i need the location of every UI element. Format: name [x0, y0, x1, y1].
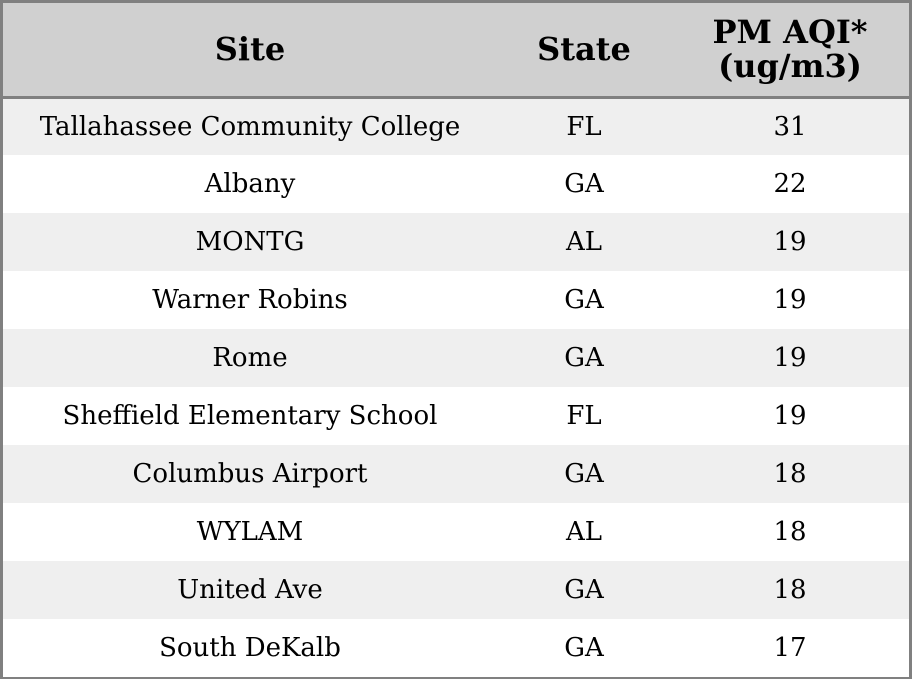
table-header: Site State PM AQI* (ug/m3) — [3, 3, 909, 99]
cell-site: MONTG — [195, 227, 305, 257]
cell-aqi: 17 — [773, 633, 807, 663]
cell-state: GA — [564, 169, 604, 199]
table-row: United Ave GA 18 — [3, 561, 909, 619]
cell-aqi: 19 — [773, 285, 807, 315]
cell-aqi: 19 — [773, 227, 807, 257]
aqi-table: Site State PM AQI* (ug/m3) Tallahassee C… — [3, 3, 909, 677]
table-row: MONTG AL 19 — [3, 213, 909, 271]
header-aqi-line2: (ug/m3) — [718, 47, 862, 86]
table-row: Tallahassee Community College FL 31 — [3, 97, 909, 155]
cell-site: Columbus Airport — [132, 459, 368, 489]
cell-aqi: 19 — [773, 401, 807, 431]
cell-state: AL — [565, 517, 603, 547]
cell-aqi: 19 — [773, 343, 807, 373]
cell-site: Warner Robins — [152, 285, 348, 315]
cell-aqi: 18 — [773, 459, 807, 489]
cell-site: Rome — [212, 343, 288, 373]
cell-state: GA — [564, 285, 604, 315]
cell-state: FL — [566, 111, 602, 142]
table-row: Warner Robins GA 19 — [3, 271, 909, 329]
table-row: Sheffield Elementary School FL 19 — [3, 387, 909, 445]
cell-state: GA — [564, 343, 604, 373]
cell-aqi: 22 — [773, 169, 807, 199]
table-body: Tallahassee Community College FL 31 Albany G… — [3, 97, 909, 677]
cell-state: GA — [564, 459, 604, 489]
table-row: WYLAM AL 18 — [3, 503, 909, 561]
table-row: South DeKalb GA 17 — [3, 619, 909, 677]
cell-site: United Ave — [177, 575, 323, 605]
table-row: Albany GA 22 — [3, 155, 909, 213]
cell-state: GA — [564, 633, 604, 663]
header-state: State — [497, 3, 671, 99]
cell-state: GA — [564, 575, 604, 605]
cell-site: Tallahassee Community College — [39, 111, 461, 142]
table-row: Rome GA 19 — [3, 329, 909, 387]
header-aqi: PM AQI* (ug/m3) — [671, 3, 909, 99]
cell-aqi: 18 — [773, 575, 807, 605]
cell-site: Albany — [204, 169, 296, 199]
header-row: Site State PM AQI* (ug/m3) — [3, 3, 909, 99]
cell-site: South DeKalb — [159, 633, 341, 663]
cell-state: AL — [565, 227, 603, 257]
cell-state: FL — [566, 401, 602, 431]
table-row: Columbus Airport GA 18 — [3, 445, 909, 503]
cell-aqi: 31 — [773, 111, 807, 142]
header-aqi-line1: PM AQI* — [712, 13, 868, 52]
header-site: Site — [3, 3, 497, 99]
cell-site: Sheffield Elementary School — [62, 401, 438, 431]
cell-aqi: 18 — [773, 517, 807, 547]
cell-site: WYLAM — [196, 517, 304, 547]
